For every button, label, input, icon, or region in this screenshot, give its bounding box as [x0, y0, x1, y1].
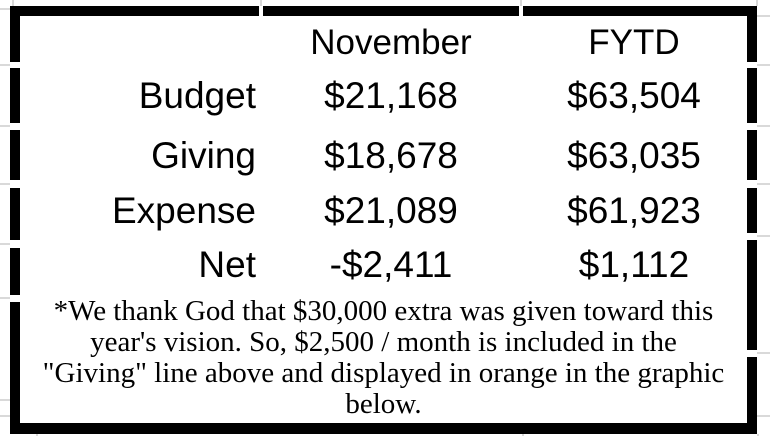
spreadsheet-gridline [757, 125, 770, 127]
spreadsheet-gridline [757, 15, 770, 17]
footnote-line: *We thank God that $30,000 extra was giv… [53, 295, 714, 327]
spreadsheet-gridline [0, 243, 10, 245]
cell-net-label[interactable]: Net [198, 243, 256, 285]
table-border-segment [10, 130, 20, 180]
footnote-line: year's vision. So, $2,500 / month is inc… [90, 326, 677, 358]
cell-header-fytd[interactable]: FYTD [588, 22, 680, 62]
spreadsheet-gridline [757, 415, 770, 417]
spreadsheet-gridline [522, 434, 524, 436]
table-border-segment [10, 6, 259, 16]
cell-budget-november[interactable]: $21,168 [324, 74, 458, 116]
table-row: Net -$2,411 $1,112 [20, 239, 747, 289]
table-border-segment [10, 248, 20, 295]
cell-giving-november[interactable]: $18,678 [324, 134, 458, 176]
spreadsheet-gridline [756, 0, 758, 6]
table-row: Expense $21,089 $61,923 [20, 185, 747, 235]
cell-header-november[interactable]: November [310, 22, 472, 62]
cell-giving-fytd[interactable]: $63,035 [567, 134, 701, 176]
cell-net-fytd[interactable]: $1,112 [578, 243, 690, 285]
spreadsheet-gridline [757, 352, 770, 354]
table-border-segment [747, 68, 757, 123]
cell-expense-fytd[interactable]: $61,923 [567, 189, 701, 231]
footnote-line: "Giving" line above and displayed in ora… [42, 357, 725, 389]
spreadsheet-gridline [0, 297, 10, 299]
table-border-segment [747, 130, 757, 180]
spreadsheet-gridline [12, 0, 14, 6]
table-border-segment [747, 240, 757, 350]
table-border-segment [747, 6, 757, 62]
table-border-segment [747, 188, 757, 233]
spreadsheet-gridline [0, 183, 10, 185]
cell-expense-november[interactable]: $21,089 [324, 189, 458, 231]
table-border-segment [10, 68, 20, 123]
spreadsheet-gridline [0, 125, 10, 127]
spreadsheet-gridline [757, 183, 770, 185]
spreadsheet-gridline [520, 0, 522, 6]
spreadsheet-gridline [0, 399, 10, 401]
footnote-cell[interactable]: *We thank God that $30,000 extra was giv… [20, 296, 747, 420]
spreadsheet-gridline [757, 434, 759, 436]
table-border-segment [263, 6, 519, 16]
spreadsheet-gridline [260, 0, 262, 6]
table-row: Giving $18,678 $63,035 [20, 130, 747, 180]
spreadsheet-gridline [757, 64, 770, 66]
spreadsheet-gridline [36, 434, 38, 436]
table-header-row: November FYTD [20, 17, 747, 67]
footnote-line: below. [345, 388, 422, 420]
table-border-segment [747, 357, 757, 434]
table-border-segment [523, 6, 756, 16]
spreadsheet-gridline [757, 235, 770, 237]
table-border-segment [10, 423, 757, 434]
cell-giving-label[interactable]: Giving [151, 134, 256, 176]
cell-net-november[interactable]: -$2,411 [329, 243, 453, 285]
spreadsheet-gridline [0, 8, 10, 10]
spreadsheet-gridline [0, 415, 10, 417]
cell-budget-fytd[interactable]: $63,504 [567, 74, 701, 116]
table-border-segment [10, 302, 20, 434]
table-row: Budget $21,168 $63,504 [20, 70, 747, 120]
cell-budget-label[interactable]: Budget [138, 74, 256, 116]
spreadsheet-gridline [0, 64, 10, 66]
table-border-segment [10, 188, 20, 240]
table-border-segment [10, 6, 20, 62]
cell-expense-label[interactable]: Expense [112, 189, 256, 231]
